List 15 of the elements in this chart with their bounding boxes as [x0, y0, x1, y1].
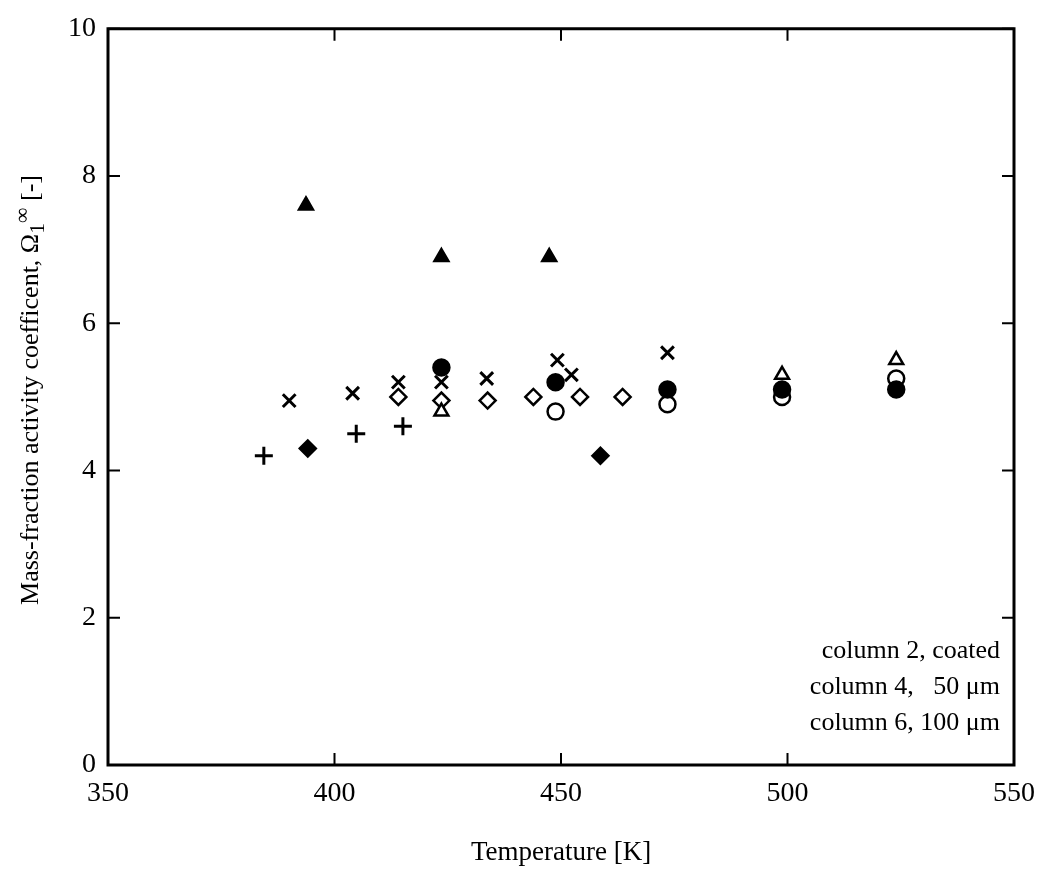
- x-axis-title: Temperature [K]: [470, 835, 652, 866]
- x-tick-label: 450: [540, 776, 582, 808]
- x-tick-label: 550: [993, 776, 1035, 808]
- y-tick-label: 8: [82, 158, 96, 190]
- annotation: column 2, coated: [821, 634, 1000, 664]
- annotation: column 6, 100 μm: [809, 706, 1000, 736]
- x-tick-label: 400: [313, 776, 356, 808]
- annotation: column 4, 50 μm: [809, 670, 1000, 700]
- y-tick-label: 4: [82, 452, 96, 484]
- y-tick-label: 2: [82, 600, 96, 632]
- y-tick-label: 0: [82, 747, 96, 779]
- y-tick-label: 6: [82, 305, 96, 337]
- y-tick-label: 10: [68, 11, 96, 43]
- x-tick-label: 350: [87, 776, 129, 808]
- x-tick-label: 500: [766, 776, 809, 808]
